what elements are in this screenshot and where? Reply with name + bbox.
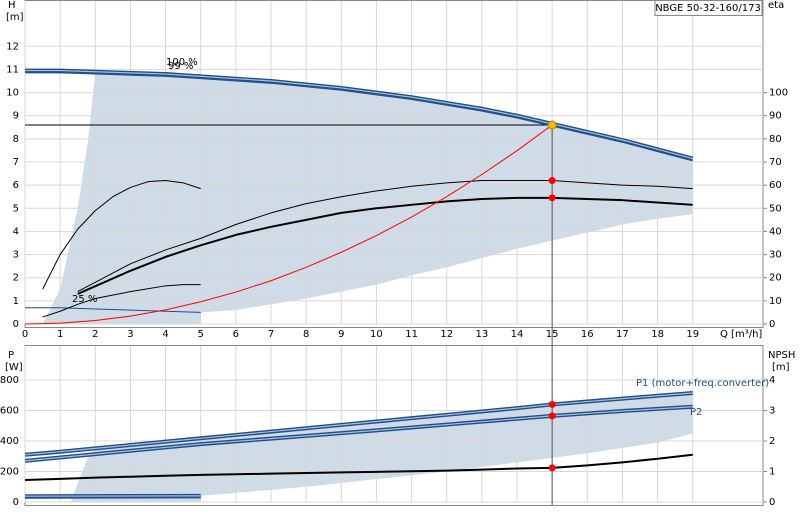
x-tick-label: 10 bbox=[370, 329, 383, 340]
operating-point bbox=[548, 412, 556, 420]
y2-label: NPSH bbox=[768, 350, 795, 361]
y-tick-label: 0 bbox=[13, 497, 19, 508]
curve-inner bbox=[24, 392, 693, 456]
y-tick-label: 8 bbox=[13, 134, 19, 145]
y2-tick-label: 50 bbox=[769, 203, 782, 214]
x-tick-label: 8 bbox=[303, 329, 309, 340]
y2-tick-label: 90 bbox=[769, 111, 782, 122]
y-unit: [W] bbox=[5, 362, 23, 373]
x-tick-label: 7 bbox=[268, 329, 274, 340]
y-unit: [m] bbox=[6, 12, 24, 23]
y-tick-label: 200 bbox=[0, 467, 19, 478]
x-tick-label: 4 bbox=[162, 329, 168, 340]
x-tick-label: 2 bbox=[92, 329, 98, 340]
y2-unit: [m] bbox=[772, 362, 790, 373]
duty-point bbox=[547, 120, 557, 130]
y-tick-label: 600 bbox=[0, 406, 19, 417]
y-tick-label: 2 bbox=[13, 273, 19, 284]
curve-inner bbox=[24, 406, 693, 462]
title-box bbox=[654, 0, 763, 16]
y-tick-label: 12 bbox=[6, 41, 19, 52]
x-tick-label: 1 bbox=[57, 329, 63, 340]
y2-tick-label: 4 bbox=[769, 375, 775, 386]
curve bbox=[25, 307, 201, 313]
x-tick-label: 13 bbox=[475, 329, 488, 340]
curve bbox=[24, 453, 693, 482]
y-tick-label: 7 bbox=[13, 157, 19, 168]
y-label: P bbox=[8, 350, 14, 361]
y-tick-label: 6 bbox=[13, 180, 19, 191]
y2-tick-label: 70 bbox=[769, 157, 782, 168]
y-tick-label: 11 bbox=[6, 64, 19, 75]
y2-tick-label: 20 bbox=[769, 273, 782, 284]
operating-point bbox=[548, 464, 556, 472]
curve-inner bbox=[25, 69, 693, 160]
curve bbox=[77, 196, 693, 295]
y2-tick-label: 10 bbox=[769, 296, 782, 307]
annotation: 99 % bbox=[168, 61, 193, 72]
x-tick-label: 19 bbox=[686, 329, 699, 340]
curve bbox=[42, 180, 201, 290]
x-tick-label: 5 bbox=[198, 329, 204, 340]
curve bbox=[77, 180, 693, 293]
y-tick-label: 400 bbox=[0, 436, 19, 447]
x-tick-label: 11 bbox=[405, 329, 418, 340]
y-label: H bbox=[8, 0, 16, 11]
curve bbox=[25, 72, 693, 162]
x-tick-label: 3 bbox=[127, 329, 133, 340]
operating-point bbox=[548, 177, 556, 185]
curve bbox=[42, 284, 201, 318]
y2-tick-label: 30 bbox=[769, 250, 782, 261]
x-tick-label: 6 bbox=[233, 329, 239, 340]
y2-tick-label: 3 bbox=[769, 406, 775, 417]
series-label: P1 (motor+freq.converter) bbox=[636, 378, 769, 389]
annotation: 25 % bbox=[72, 294, 97, 305]
y2-tick-label: 0 bbox=[769, 319, 775, 330]
y2-label: eta bbox=[768, 0, 784, 11]
curve bbox=[24, 124, 553, 325]
y-tick-label: 10 bbox=[6, 88, 19, 99]
y-tick-label: 0 bbox=[13, 319, 19, 330]
y-tick-label: 9 bbox=[13, 111, 19, 122]
operating-point bbox=[548, 400, 556, 408]
y-tick-label: 5 bbox=[13, 203, 19, 214]
x-tick-label: 17 bbox=[616, 329, 629, 340]
y-tick-label: 3 bbox=[13, 250, 19, 261]
y-tick-label: 800 bbox=[0, 375, 19, 386]
y2-tick-label: 100 bbox=[769, 88, 788, 99]
chart-title: NBGE 50-32-160/173 bbox=[655, 3, 761, 14]
y2-tick-label: 80 bbox=[769, 134, 782, 145]
annotation: 100 % bbox=[166, 57, 198, 68]
x-label: Q [m³/h] bbox=[720, 329, 762, 340]
y2-tick-label: 60 bbox=[769, 180, 782, 191]
x-tick-label: 0 bbox=[22, 329, 28, 340]
y2-tick-label: 40 bbox=[769, 226, 782, 237]
x-tick-label: 14 bbox=[511, 329, 524, 340]
operating-area bbox=[42, 71, 693, 324]
y-tick-label: 1 bbox=[13, 296, 19, 307]
y-tick-label: 4 bbox=[13, 226, 19, 237]
y2-tick-label: 2 bbox=[769, 436, 775, 447]
x-tick-label: 18 bbox=[651, 329, 664, 340]
y2-tick-label: 0 bbox=[769, 497, 775, 508]
y2-tick-label: 1 bbox=[769, 467, 775, 478]
x-tick-label: 9 bbox=[338, 329, 344, 340]
x-tick-label: 12 bbox=[440, 329, 453, 340]
series-label: P2 bbox=[690, 407, 702, 418]
operating-point bbox=[548, 194, 556, 202]
x-tick-label: 16 bbox=[581, 329, 594, 340]
